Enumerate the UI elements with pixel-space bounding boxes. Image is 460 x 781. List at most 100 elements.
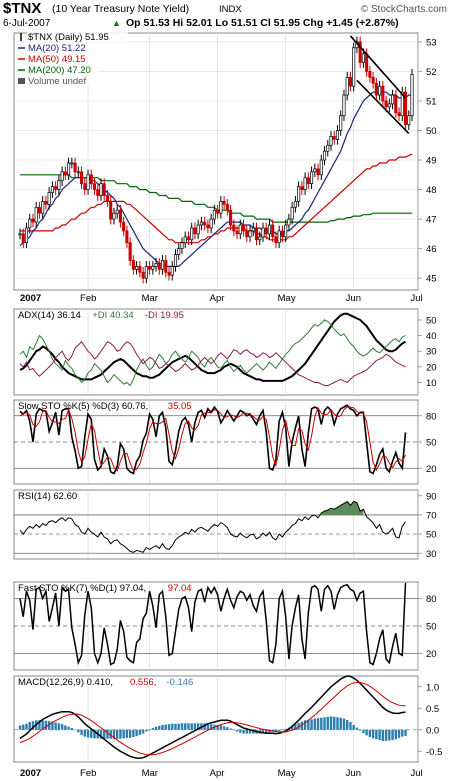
macd-histogram-bar — [378, 729, 381, 741]
price-candle — [332, 136, 336, 140]
macd-histogram-bar — [401, 729, 404, 737]
legend-label: $TNX (Daily) 51.95 — [28, 32, 109, 43]
macd-histogram-bar — [248, 729, 252, 734]
price-candle — [254, 227, 259, 241]
macd-histogram-bar — [31, 721, 35, 730]
macd-histogram-bar — [138, 729, 142, 735]
macd-histogram-bar — [51, 721, 54, 730]
macd-histogram-bar — [154, 726, 158, 730]
legend-backdrop — [27, 76, 95, 86]
price-candle — [70, 162, 74, 165]
macd-histogram-bar — [242, 729, 245, 734]
price-candle — [212, 209, 216, 220]
legend-backdrop — [27, 32, 128, 42]
price-candle — [241, 224, 246, 232]
macd-histogram-bar — [381, 729, 385, 741]
panel-frame — [13, 489, 419, 560]
macd-histogram-bar — [265, 729, 268, 734]
price-candle — [293, 201, 297, 208]
price-candle — [28, 218, 32, 229]
macd-histogram-bar — [99, 729, 103, 739]
price-candle — [248, 230, 252, 238]
price-candle — [280, 230, 284, 238]
price-candle — [92, 183, 97, 190]
macd-histogram-bar — [83, 729, 86, 737]
y-tick-label: 10 — [426, 378, 437, 389]
price-candle — [18, 233, 22, 236]
macd-histogram-bar — [151, 728, 155, 730]
panel-frame — [13, 675, 419, 763]
price-candle — [141, 271, 145, 279]
legend-label: Slow STO %K(5) %D(3) 60.76, — [18, 401, 148, 412]
y-tick-label: 45 — [426, 274, 437, 285]
macd-histogram-bar — [22, 724, 25, 730]
macd-histogram-bar — [388, 729, 391, 741]
panel-legend: Fast STO %K(7) %D(1) 97.04, 97.04 — [18, 583, 192, 594]
price-candle — [63, 171, 67, 176]
macd-histogram-bar — [28, 722, 31, 730]
price-candle — [21, 233, 25, 244]
price-candle — [403, 91, 408, 125]
macd-histogram-bar — [122, 729, 125, 739]
macd-histogram-bar — [346, 719, 349, 730]
price-candle — [206, 224, 210, 229]
price-candle — [109, 201, 113, 220]
macd-histogram-bar — [235, 729, 239, 732]
series-line-rsi-14- — [19, 500, 406, 553]
price-candle — [160, 260, 165, 270]
macd-histogram-bar — [232, 729, 236, 731]
macd-histogram-bar — [187, 723, 190, 730]
month-label: Feb — [80, 768, 96, 779]
macd-histogram-bar — [128, 729, 132, 738]
month-label: Jul — [410, 293, 422, 304]
y-tick-label: 51 — [426, 96, 437, 107]
macd-histogram-bar — [371, 729, 375, 739]
macd-histogram-bar — [67, 726, 70, 730]
price-candle — [391, 94, 395, 105]
panel-faststo: 80 50 20 Fast STO %K(7) %D(1) 97.04, 97.04 — [13, 581, 437, 671]
price-candle — [313, 168, 317, 173]
macd-histogram-bar — [112, 729, 116, 740]
macd-histogram-bar — [93, 729, 96, 739]
macd-histogram-bar — [222, 726, 226, 730]
price-candle — [371, 76, 375, 84]
price-candle — [86, 174, 90, 190]
price-candle — [387, 103, 391, 108]
macd-histogram-bar — [54, 722, 57, 730]
macd-histogram-bar — [384, 729, 388, 741]
price-candle — [335, 130, 340, 140]
macd-histogram-bar — [18, 725, 22, 730]
price-candle — [342, 94, 346, 117]
macd-histogram-bar — [41, 720, 44, 730]
macd-histogram-bar — [115, 729, 119, 739]
legend-label: 97.04 — [168, 583, 192, 594]
legend-label: MACD(12,26,9) 0.410, — [18, 677, 113, 688]
y-tick-label: 53 — [426, 37, 437, 48]
legend-label: MA(50) 49.15 — [28, 54, 86, 65]
panel-frame — [13, 308, 419, 396]
chart-date: 6-Jul-2007 — [3, 18, 51, 29]
price-candle — [378, 85, 382, 96]
macd-histogram-bar — [323, 717, 326, 730]
legend-backdrop — [27, 54, 95, 64]
y-tick-label: 46 — [426, 244, 437, 255]
macd-histogram-bar — [103, 729, 106, 739]
month-label: Mar — [142, 768, 158, 779]
macd-histogram-bar — [329, 716, 333, 730]
price-candle — [180, 242, 184, 249]
price-candle — [122, 221, 126, 232]
legend-label: 35.05 — [168, 401, 192, 412]
macd-histogram-bar — [167, 724, 171, 730]
panel-legend: ADX(14) 36.14 +DI 40.34 -DI 19.95 — [18, 310, 184, 321]
panel-legend: RSI(14) 62.60 — [18, 491, 77, 502]
legend-label: +DI 40.34 — [92, 310, 133, 321]
panel-price: 53 52 51 50 49 48 47 46 45 2007 Feb Mar Apr May Jun Jul… — [13, 32, 437, 304]
price-candle — [310, 171, 314, 185]
month-label: May — [278, 293, 296, 304]
macd-histogram-bar — [375, 729, 378, 740]
price-candle — [235, 230, 239, 235]
price-candle — [31, 218, 35, 223]
y-tick-label: 40 — [426, 331, 437, 342]
month-label: Apr — [210, 768, 225, 779]
price-candle — [44, 201, 48, 205]
